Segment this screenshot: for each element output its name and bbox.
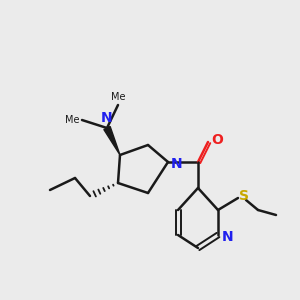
Text: O: O: [211, 133, 223, 147]
Text: N: N: [222, 230, 234, 244]
Polygon shape: [104, 127, 120, 155]
Text: S: S: [239, 189, 249, 203]
Text: N: N: [101, 111, 113, 125]
Text: Me: Me: [65, 115, 80, 125]
Text: N: N: [171, 157, 183, 171]
Text: Me: Me: [111, 92, 125, 102]
